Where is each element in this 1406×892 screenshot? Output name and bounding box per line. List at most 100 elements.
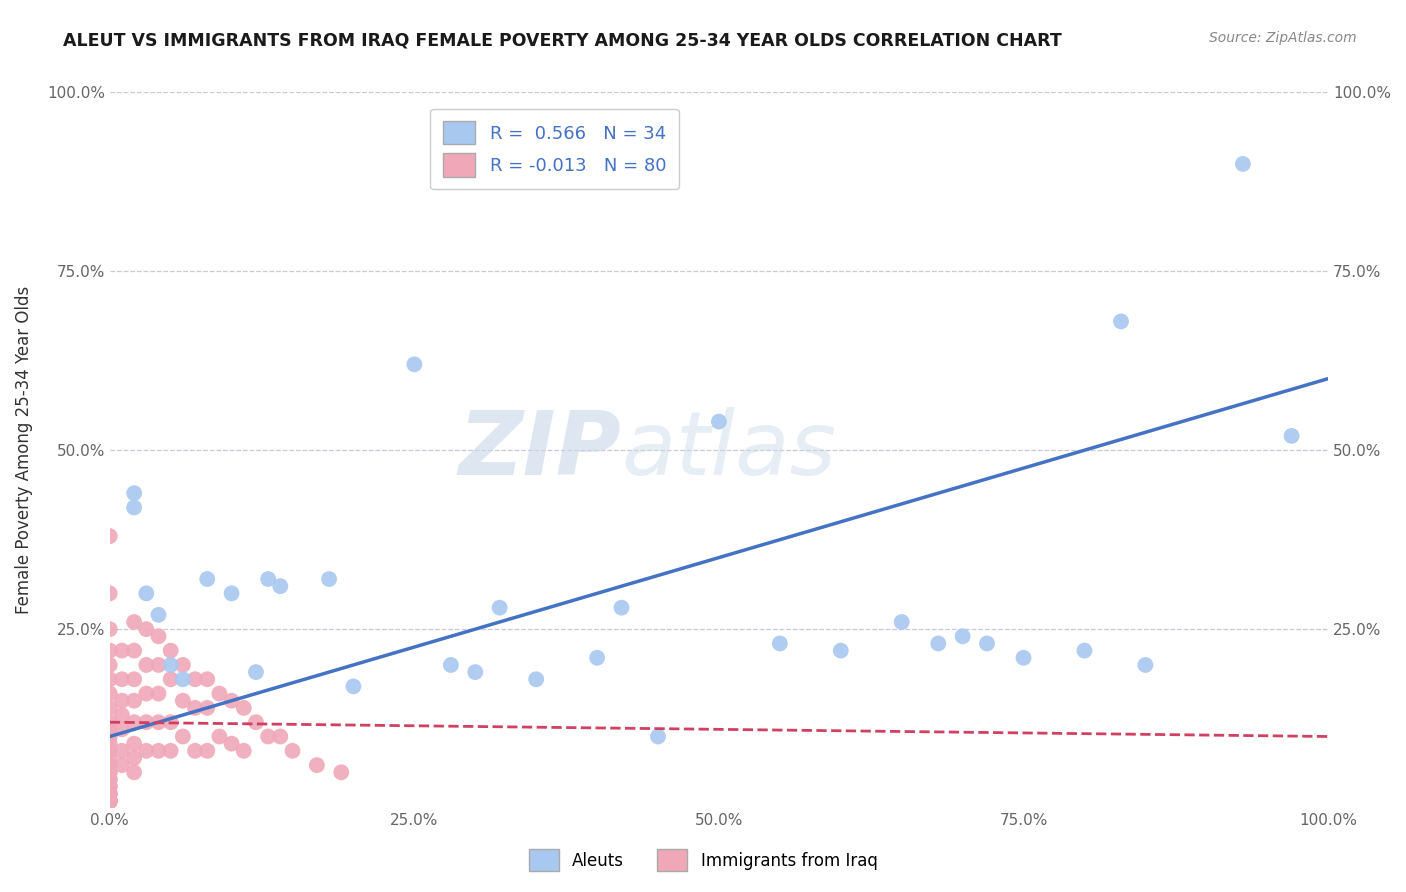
Point: [488, 600, 510, 615]
Point: [98, 794, 121, 808]
Point: [98, 730, 121, 744]
Point: [111, 708, 134, 723]
Point: [184, 744, 207, 758]
Point: [98, 794, 121, 808]
Point: [98, 780, 121, 794]
Point: [98, 787, 121, 801]
Point: [890, 615, 912, 629]
Point: [122, 672, 145, 686]
Point: [98, 794, 121, 808]
Point: [98, 687, 121, 701]
Point: [135, 687, 157, 701]
Point: [98, 737, 121, 751]
Point: [221, 586, 243, 600]
Point: [245, 665, 267, 679]
Point: [610, 600, 633, 615]
Point: [159, 672, 181, 686]
Point: [257, 572, 280, 586]
Point: [111, 758, 134, 772]
Point: [976, 636, 998, 650]
Point: [1073, 643, 1095, 657]
Text: ALEUT VS IMMIGRANTS FROM IRAQ FEMALE POVERTY AMONG 25-34 YEAR OLDS CORRELATION C: ALEUT VS IMMIGRANTS FROM IRAQ FEMALE POV…: [63, 31, 1062, 49]
Point: [148, 744, 170, 758]
Point: [98, 794, 121, 808]
Point: [159, 643, 181, 657]
Point: [122, 765, 145, 780]
Point: [172, 672, 194, 686]
Point: [281, 744, 304, 758]
Point: [830, 643, 852, 657]
Point: [195, 672, 218, 686]
Point: [148, 715, 170, 730]
Point: [342, 680, 364, 694]
Legend: Aleuts, Immigrants from Iraq: Aleuts, Immigrants from Iraq: [520, 841, 886, 880]
Point: [952, 629, 974, 643]
Point: [135, 586, 157, 600]
Point: [98, 780, 121, 794]
Point: [159, 657, 181, 672]
Point: [184, 672, 207, 686]
Point: [232, 744, 254, 758]
Point: [135, 622, 157, 636]
Point: [98, 794, 121, 808]
Point: [98, 701, 121, 715]
Point: [111, 744, 134, 758]
Point: [122, 751, 145, 765]
Point: [122, 737, 145, 751]
Point: [98, 765, 121, 780]
Point: [195, 701, 218, 715]
Point: [98, 772, 121, 787]
Point: [305, 758, 328, 772]
Point: [122, 615, 145, 629]
Point: [330, 765, 353, 780]
Point: [927, 636, 949, 650]
Point: [269, 730, 291, 744]
Point: [232, 701, 254, 715]
Point: [98, 765, 121, 780]
Point: [1109, 314, 1132, 328]
Point: [586, 650, 609, 665]
Point: [148, 629, 170, 643]
Point: [98, 787, 121, 801]
Text: atlas: atlas: [621, 408, 837, 493]
Point: [707, 415, 730, 429]
Point: [221, 737, 243, 751]
Point: [98, 758, 121, 772]
Point: [98, 794, 121, 808]
Point: [172, 730, 194, 744]
Point: [98, 657, 121, 672]
Point: [1012, 650, 1035, 665]
Point: [172, 694, 194, 708]
Point: [769, 636, 792, 650]
Point: [135, 744, 157, 758]
Point: [318, 572, 340, 586]
Point: [257, 730, 280, 744]
Point: [122, 715, 145, 730]
Point: [111, 723, 134, 737]
Point: [122, 486, 145, 500]
Point: [1232, 157, 1254, 171]
Point: [440, 657, 463, 672]
Point: [195, 744, 218, 758]
Point: [647, 730, 669, 744]
Point: [464, 665, 486, 679]
Point: [159, 715, 181, 730]
Point: [221, 694, 243, 708]
Point: [269, 579, 291, 593]
Point: [98, 772, 121, 787]
Point: [98, 744, 121, 758]
Point: [98, 672, 121, 686]
Legend: R =  0.566   N = 34, R = -0.013   N = 80: R = 0.566 N = 34, R = -0.013 N = 80: [430, 109, 679, 189]
Point: [245, 715, 267, 730]
Y-axis label: Female Poverty Among 25-34 Year Olds: Female Poverty Among 25-34 Year Olds: [15, 286, 32, 615]
Point: [208, 687, 231, 701]
Point: [208, 730, 231, 744]
Point: [122, 694, 145, 708]
Point: [1135, 657, 1157, 672]
Point: [122, 643, 145, 657]
Point: [111, 694, 134, 708]
Point: [524, 672, 547, 686]
Point: [135, 657, 157, 672]
Point: [148, 687, 170, 701]
Point: [172, 657, 194, 672]
